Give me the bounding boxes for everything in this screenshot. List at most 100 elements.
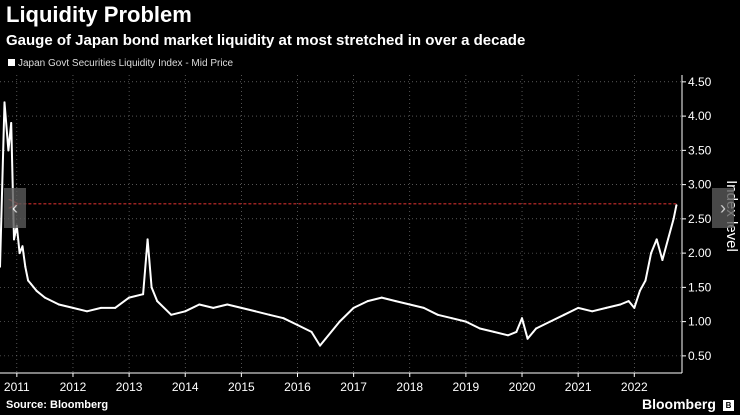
x-tick-label: 2022 — [621, 380, 648, 394]
data-point — [366, 300, 369, 303]
data-point — [408, 303, 411, 306]
brand-badge-icon: B — [723, 400, 734, 411]
data-point — [27, 279, 30, 282]
data-point — [72, 306, 74, 309]
chevron-right-icon: › — [720, 198, 726, 218]
data-point — [549, 320, 552, 323]
data-point — [675, 204, 678, 207]
chart-subtitle: Gauge of Japan bond market liquidity at … — [6, 32, 526, 49]
x-tick-label: 2016 — [284, 380, 311, 394]
data-point — [240, 306, 243, 309]
data-point — [100, 306, 102, 309]
data-point — [156, 300, 159, 303]
data-point — [338, 320, 341, 323]
brand-logo: Bloomberg — [642, 396, 716, 412]
data-point — [352, 306, 355, 309]
data-point — [18, 252, 21, 255]
data-point — [254, 310, 257, 313]
data-point — [35, 289, 38, 292]
y-tick-label: 1.00 — [688, 315, 712, 329]
legend: Japan Govt Securities Liquidity Index - … — [8, 58, 233, 69]
data-point — [493, 330, 495, 333]
x-tick-label: 2018 — [396, 380, 423, 394]
x-tick-label: 2019 — [453, 380, 480, 394]
data-point — [198, 303, 201, 306]
data-point — [633, 306, 636, 309]
x-tick-label: 2020 — [509, 380, 536, 394]
data-point — [43, 296, 46, 299]
data-point — [24, 265, 27, 268]
chart-title: Liquidity Problem — [6, 2, 192, 27]
data-point — [310, 330, 313, 333]
data-point — [268, 313, 271, 316]
data-point — [436, 313, 439, 316]
data-point — [638, 289, 641, 292]
y-tick-label: 2.50 — [688, 212, 712, 226]
data-point — [667, 238, 669, 241]
data-point — [521, 317, 523, 320]
data-point — [672, 217, 675, 220]
data-point — [507, 334, 509, 337]
data-point — [563, 313, 566, 316]
legend-label: Japan Govt Securities Liquidity Index - … — [18, 58, 234, 69]
data-point — [655, 238, 658, 241]
data-point — [605, 306, 608, 309]
data-point — [619, 303, 622, 306]
data-point — [10, 122, 13, 124]
series-line — [0, 101, 678, 347]
data-point — [13, 238, 15, 241]
data-point — [591, 310, 594, 313]
chevron-left-icon: ‹ — [12, 198, 18, 218]
data-point — [21, 245, 24, 248]
data-point — [380, 296, 383, 299]
next-chart-button[interactable]: › — [712, 188, 734, 228]
data-point — [526, 337, 529, 340]
data-point — [532, 330, 535, 333]
data-point — [7, 149, 10, 152]
data-point — [661, 259, 664, 261]
data-point — [0, 265, 1, 268]
data-point — [394, 300, 397, 303]
legend-swatch — [8, 59, 15, 66]
y-tick-label: 3.00 — [688, 178, 712, 192]
x-tick-label: 2012 — [60, 380, 87, 394]
data-point — [319, 344, 321, 347]
previous-chart-button[interactable]: ‹ — [4, 188, 26, 228]
data-point — [627, 300, 630, 303]
data-point — [535, 327, 538, 330]
data-point — [150, 286, 153, 289]
x-tick-label: 2013 — [116, 380, 143, 394]
x-tick-label: 2014 — [172, 380, 199, 394]
data-point — [226, 303, 229, 306]
data-point — [184, 310, 187, 313]
data-point — [170, 313, 173, 316]
data-point — [142, 293, 145, 296]
data-point — [114, 306, 117, 309]
x-tick-label: 2011 — [4, 380, 30, 394]
data-point — [282, 317, 285, 320]
data-point — [29, 282, 32, 285]
data-point — [86, 310, 88, 313]
y-tick-label: 1.50 — [688, 280, 712, 294]
y-tick-label: 3.50 — [688, 143, 712, 157]
data-point — [478, 327, 481, 330]
x-tick-label: 2017 — [340, 380, 367, 394]
source-note: Source: Bloomberg — [6, 399, 109, 411]
data-point — [212, 306, 215, 309]
y-tick-label: 4.50 — [688, 75, 712, 89]
y-tick-label: 2.00 — [688, 246, 712, 260]
data-point — [146, 238, 149, 241]
data-point — [464, 320, 467, 323]
y-tick-label: 4.00 — [688, 109, 712, 123]
data-point — [3, 101, 6, 104]
y-tick-label: 0.50 — [688, 349, 712, 363]
data-point — [650, 252, 653, 255]
x-tick-label: 2015 — [228, 380, 255, 394]
data-point — [644, 279, 647, 282]
data-point — [324, 337, 327, 340]
data-point — [57, 303, 60, 306]
x-tick-label: 2021 — [565, 380, 592, 394]
data-point — [128, 296, 131, 299]
data-point — [450, 317, 453, 320]
